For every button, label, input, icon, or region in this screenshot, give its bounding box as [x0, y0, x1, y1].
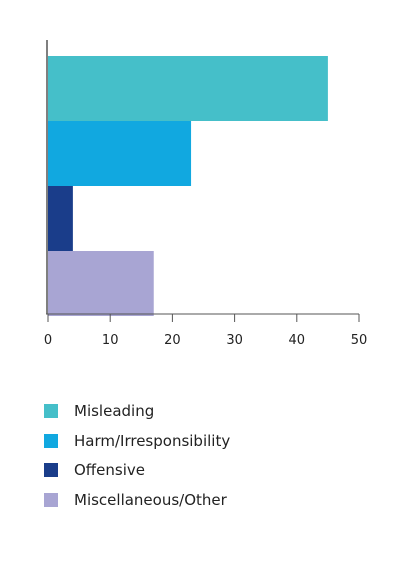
bar-chart: 0 10 20 30 40 50 [44, 40, 368, 348]
legend-label: Misleading [74, 402, 155, 420]
x-tick-label: 20 [164, 333, 181, 348]
legend-label: Harm/Irresponsibility [74, 431, 231, 450]
legend-item: Misleading [44, 402, 230, 420]
x-tick-label: 10 [102, 333, 119, 348]
legend-label: Miscellaneous/Other [74, 490, 227, 509]
x-tick-label: 0 [44, 333, 52, 348]
x-tick-label: 50 [351, 333, 368, 348]
x-tick-label: 30 [226, 333, 243, 348]
legend-label: Offensive [74, 461, 145, 479]
legend-item: Miscellaneous/Other [44, 491, 230, 509]
legend-swatch [44, 492, 58, 507]
legend-swatch [44, 463, 58, 477]
legend-item: Offensive [44, 461, 230, 479]
bar-harm-irresponsibility [48, 121, 192, 186]
legend-swatch [44, 433, 58, 448]
legend: Misleading Harm/Irresponsibility Offensi… [44, 402, 230, 520]
legend-swatch [44, 404, 58, 418]
bar-offensive [48, 186, 73, 251]
bar-miscellaneous-other [48, 251, 154, 316]
legend-item: Harm/Irresponsibility [44, 432, 230, 450]
bar-misleading [48, 56, 328, 121]
x-tick-label: 40 [289, 333, 306, 348]
